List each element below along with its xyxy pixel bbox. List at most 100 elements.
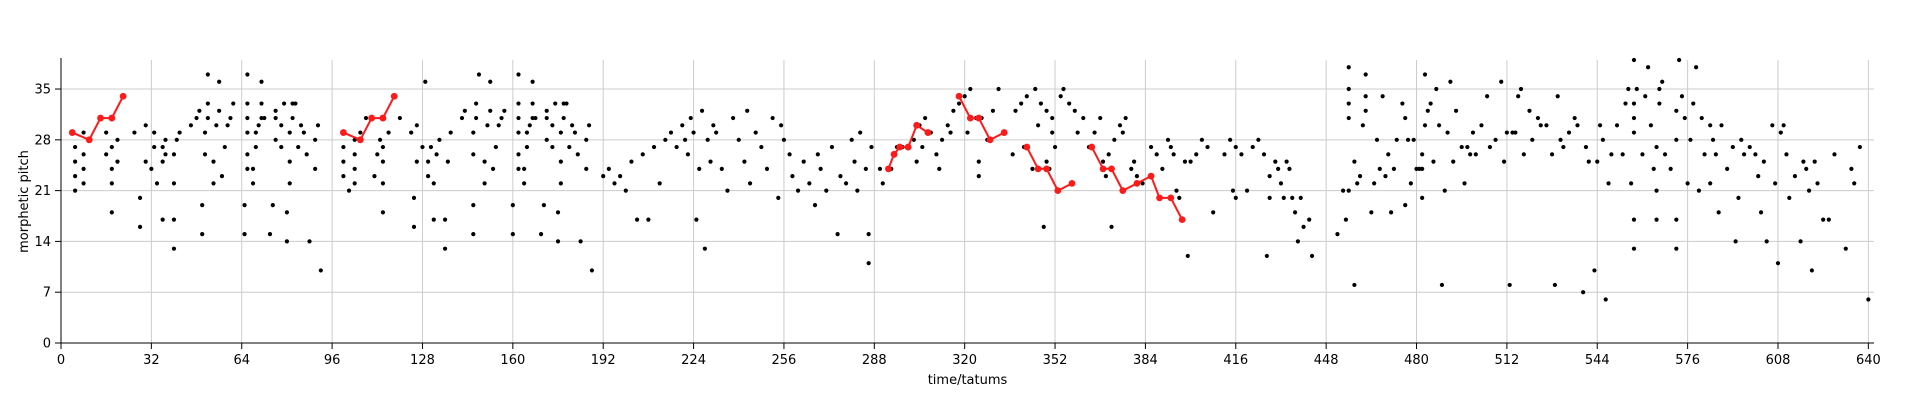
pattern-occurrences — [68, 92, 1186, 224]
note-points — [73, 57, 1871, 302]
note-point-482 — [1657, 101, 1662, 106]
note-point-252 — [843, 181, 849, 186]
note-point-366 — [1298, 195, 1303, 200]
note-point-441 — [1535, 115, 1541, 121]
note-point-279 — [951, 108, 956, 113]
note-point-12 — [109, 210, 114, 215]
note-point-85 — [284, 210, 290, 215]
note-point-280 — [956, 101, 962, 106]
note-point-282 — [965, 130, 970, 135]
note-point-365 — [1295, 239, 1301, 244]
x-tick-label-16: 512 — [1494, 353, 1519, 368]
note-point-340 — [1194, 152, 1199, 157]
note-point-133 — [437, 137, 442, 142]
note-point-429 — [1493, 137, 1498, 142]
note-point-73 — [259, 101, 264, 106]
note-point-241 — [790, 174, 795, 179]
note-point-300 — [1038, 101, 1044, 106]
note-point-483 — [1657, 86, 1662, 92]
note-point-96 — [307, 239, 312, 244]
note-point-393 — [1388, 210, 1394, 215]
note-point-160 — [516, 152, 521, 157]
note-point-481 — [1654, 144, 1659, 150]
note-point-195 — [584, 166, 589, 171]
pattern-occurrence-3 — [955, 92, 1008, 144]
pattern-point-1-2 — [368, 114, 376, 122]
note-point-362 — [1287, 166, 1292, 171]
note-point-148 — [482, 159, 487, 164]
pattern-point-4-2 — [1043, 165, 1050, 173]
note-point-283 — [968, 86, 973, 92]
note-point-447 — [1558, 137, 1563, 142]
x-tick-label-10: 320 — [952, 353, 977, 368]
note-point-69 — [253, 144, 258, 150]
y-tick-label-3: 21 — [34, 184, 51, 199]
note-point-59 — [242, 232, 247, 237]
note-point-71 — [256, 123, 261, 128]
tick-labels: 0 32 64 96 128 160 192 224 256 288 320 352 384 416 448… — [34, 83, 1880, 368]
note-point-217 — [691, 130, 696, 135]
note-point-305 — [1050, 130, 1055, 135]
note-point-384 — [1363, 94, 1368, 99]
note-point-83 — [281, 101, 287, 106]
note-point-197 — [586, 123, 592, 128]
note-point-14 — [109, 166, 114, 171]
note-point-320 — [1109, 224, 1114, 229]
note-point-45 — [202, 130, 208, 135]
note-point-227 — [725, 188, 730, 193]
note-point-512 — [1741, 152, 1747, 157]
pattern-point-5-5 — [1147, 172, 1155, 180]
pattern-point-0-3 — [108, 114, 116, 122]
note-point-22 — [143, 159, 148, 164]
note-point-289 — [990, 108, 996, 113]
note-point-473 — [1634, 86, 1639, 92]
note-point-137 — [448, 130, 453, 135]
note-point-467 — [1631, 246, 1637, 251]
note-point-189 — [564, 101, 569, 106]
note-point-375 — [1346, 101, 1351, 106]
note-point-91 — [293, 101, 298, 106]
note-point-34 — [171, 217, 177, 222]
pattern-point-5-2 — [1108, 165, 1115, 173]
note-point-412 — [1434, 86, 1439, 92]
note-point-373 — [1346, 188, 1351, 193]
note-point-522 — [1778, 130, 1783, 135]
pattern-point-2-4 — [913, 121, 921, 129]
note-point-525 — [1787, 195, 1792, 200]
note-point-436 — [1516, 94, 1521, 99]
pattern-point-1-1 — [356, 136, 364, 144]
note-point-220 — [699, 108, 705, 113]
note-point-53 — [217, 79, 222, 84]
note-point-534 — [1821, 217, 1826, 222]
note-point-169 — [527, 123, 532, 128]
note-point-31 — [163, 152, 168, 157]
note-point-380 — [1355, 181, 1360, 186]
note-point-439 — [1527, 108, 1532, 113]
note-point-409 — [1425, 108, 1430, 113]
note-point-293 — [1013, 108, 1018, 113]
note-point-200 — [606, 166, 611, 171]
note-point-334 — [1171, 152, 1176, 157]
note-point-528 — [1801, 159, 1806, 164]
note-point-461 — [1609, 152, 1614, 157]
note-point-457 — [1597, 123, 1603, 128]
note-point-49 — [211, 181, 216, 186]
note-point-13 — [109, 181, 114, 186]
note-point-107 — [352, 152, 357, 157]
note-point-389 — [1377, 166, 1382, 171]
note-point-246 — [815, 152, 820, 157]
note-point-370 — [1335, 232, 1340, 237]
note-point-345 — [1228, 137, 1233, 142]
note-point-448 — [1561, 144, 1566, 150]
note-point-444 — [1549, 152, 1555, 157]
x-tick-label-6: 192 — [591, 353, 616, 368]
note-point-104 — [346, 188, 352, 193]
note-point-51 — [214, 123, 219, 128]
note-point-142 — [471, 152, 476, 157]
note-point-405 — [1420, 166, 1425, 171]
note-point-113 — [378, 137, 383, 142]
note-point-237 — [776, 195, 781, 200]
note-point-491 — [1677, 57, 1682, 63]
note-point-428 — [1487, 144, 1493, 150]
note-point-144 — [474, 115, 479, 121]
